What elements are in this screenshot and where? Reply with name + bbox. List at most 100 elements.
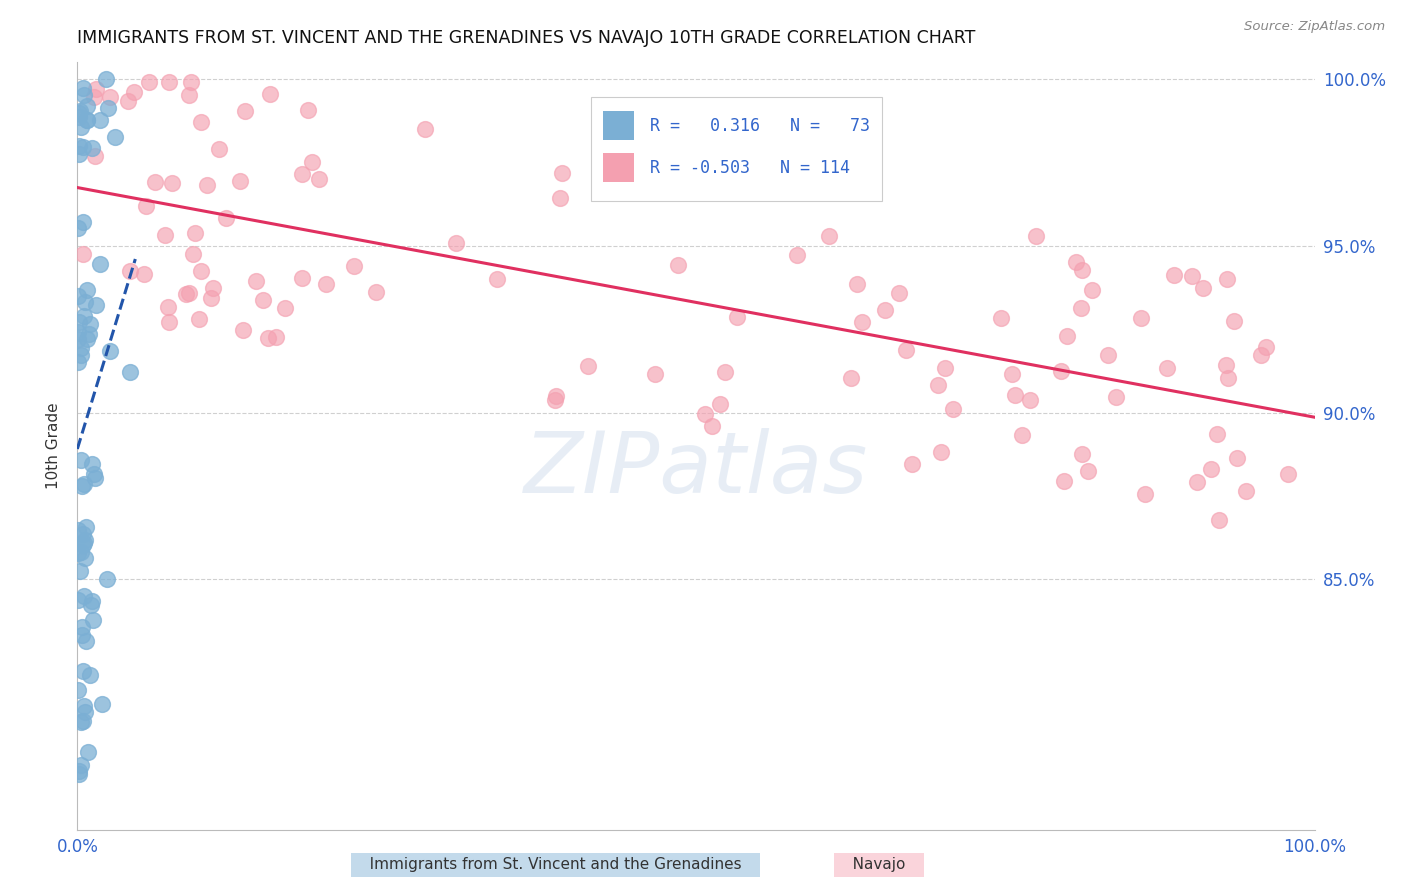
Point (301, 154, 323, 169)
Text: R =   0.316   N =   73: R = 0.316 N = 73 (650, 117, 870, 135)
Point (1130, 310, 1153, 325)
Point (714, 366, 737, 380)
Point (291, 271, 314, 285)
Point (1218, 370, 1240, 384)
Point (273, 301, 295, 315)
Point (132, 267, 155, 281)
Point (160, 176, 183, 190)
Point (606, 165, 628, 179)
Point (232, 323, 254, 337)
Point (229, 174, 252, 188)
Point (927, 378, 949, 392)
Point (174, 286, 197, 301)
Point (544, 392, 567, 407)
Point (702, 419, 724, 434)
Point (929, 445, 952, 459)
Point (96, 572, 118, 586)
Point (66, 220, 89, 235)
Point (544, 389, 567, 403)
Point (308, 172, 330, 186)
Point (72, 247, 94, 261)
Point (179, 87, 201, 102)
Point (98, 90, 121, 104)
Point (72, 477, 94, 491)
Point (79, 598, 101, 612)
Point (1277, 467, 1299, 481)
Point (89, 257, 111, 271)
Point (69, 453, 91, 467)
Text: IMMIGRANTS FROM ST. VINCENT AND THE GRENADINES VS NAVAJO 10TH GRADE CORRELATION : IMMIGRANTS FROM ST. VINCENT AND THE GREN… (77, 29, 976, 47)
Point (84, 81, 107, 95)
Point (215, 211, 238, 226)
Point (72, 479, 94, 493)
Point (73, 589, 96, 603)
Point (1081, 283, 1104, 297)
Point (67, 139, 90, 153)
Point (1181, 269, 1204, 284)
Point (1004, 387, 1026, 401)
Point (190, 115, 212, 129)
Point (818, 229, 841, 244)
Point (1199, 462, 1222, 476)
Point (576, 359, 599, 374)
Point (76, 633, 98, 648)
Point (942, 402, 965, 417)
Point (1215, 271, 1237, 285)
Point (67, 764, 90, 779)
Point (159, 315, 181, 329)
Point (84, 149, 107, 163)
Point (264, 330, 287, 344)
Point (153, 228, 176, 243)
Point (1206, 427, 1229, 442)
Point (1050, 364, 1073, 378)
Point (551, 166, 574, 180)
Point (66, 326, 89, 340)
Point (180, 75, 202, 89)
FancyBboxPatch shape (603, 111, 634, 140)
Y-axis label: 10th Grade: 10th Grade (46, 402, 62, 490)
Point (1019, 392, 1042, 407)
Point (72, 215, 94, 229)
Point (839, 370, 862, 384)
Point (70, 545, 93, 559)
Point (1250, 348, 1272, 362)
Point (76, 99, 98, 113)
Point (76, 284, 98, 298)
Point (69, 564, 91, 578)
Point (315, 277, 337, 291)
Point (75, 520, 97, 534)
Point (72, 665, 94, 679)
Point (1222, 314, 1244, 328)
Point (256, 331, 278, 345)
Point (1011, 427, 1033, 442)
Point (1234, 483, 1257, 498)
Point (67, 110, 90, 124)
Point (73, 705, 96, 719)
Point (135, 199, 157, 213)
Point (73, 698, 96, 713)
Point (786, 248, 808, 262)
Point (1064, 254, 1087, 268)
Point (693, 407, 716, 421)
Point (120, 264, 142, 278)
Point (89, 112, 111, 127)
Point (82, 614, 104, 628)
Point (69, 348, 91, 362)
Point (67, 593, 90, 607)
Point (366, 285, 388, 300)
Point (605, 175, 627, 189)
Point (889, 285, 911, 300)
FancyBboxPatch shape (603, 153, 634, 182)
Point (72, 620, 94, 634)
Point (1001, 368, 1024, 382)
Point (1226, 451, 1249, 466)
Point (485, 272, 508, 286)
Point (91, 697, 114, 711)
Point (124, 85, 146, 99)
Point (97, 101, 120, 115)
Point (138, 75, 160, 89)
Point (845, 277, 868, 291)
Point (179, 285, 201, 300)
Point (291, 167, 314, 181)
Point (94, 72, 117, 87)
